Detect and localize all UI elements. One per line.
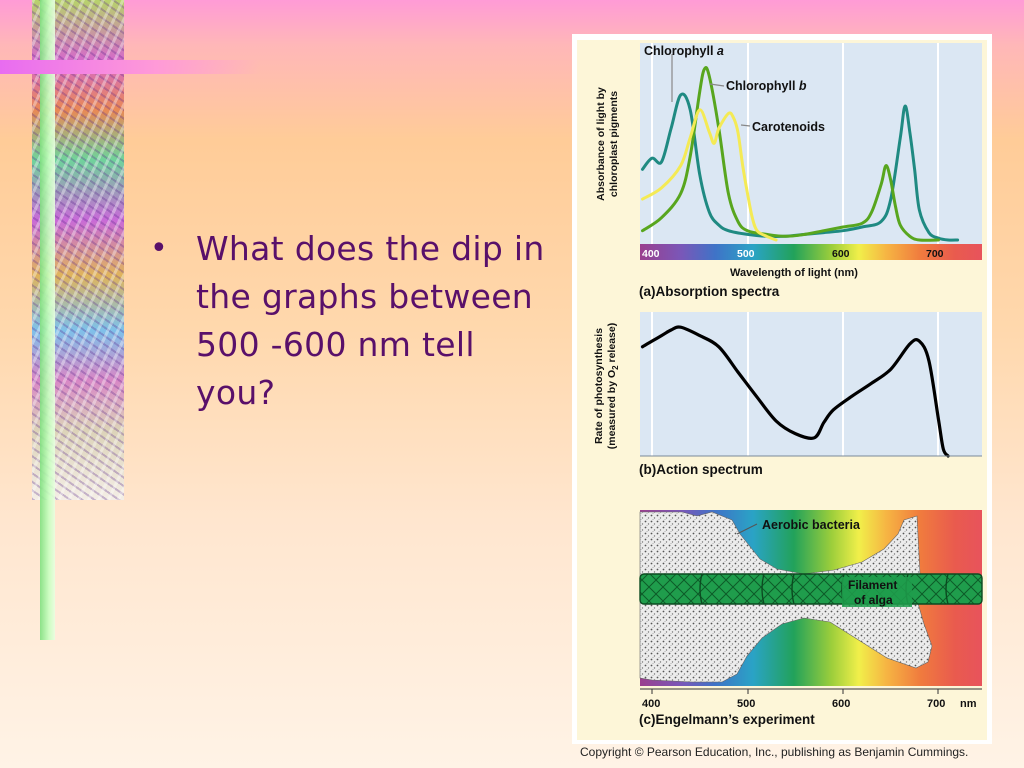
algal-filament	[639, 573, 983, 605]
chlorophyll-a-label: Chlorophyll a	[644, 44, 724, 58]
filament-label-1: Filament	[848, 578, 897, 592]
panel-c-axis-strip	[640, 686, 982, 694]
filament-label-2: of alga	[854, 593, 893, 607]
chlorophyll-b-leader-line	[709, 83, 725, 87]
bacteria-label: Aerobic bacteria	[762, 518, 861, 532]
panel-a-xlabel: Wavelength of light (nm)	[730, 267, 858, 279]
carotenoids-leader-line	[740, 124, 751, 127]
panel-b-plot-area	[640, 312, 982, 456]
bullet-question: What does the dip in the graphs between …	[196, 229, 545, 412]
copyright-notice: Copyright © Pearson Education, Inc., pub…	[580, 745, 969, 759]
panel-c-tick-400: 400	[642, 698, 660, 710]
panel-a-ylabel-1: Absorbance of light by	[595, 87, 607, 201]
figure-svg: Chlorophyll a Chlorophyll b Carotenoids …	[577, 40, 987, 740]
panel-a-ylabel-2: chloroplast pigments	[608, 91, 620, 197]
panel-c-caption: (c)Engelmann’s experiment	[639, 712, 815, 727]
panel-b-ylabel-2: (measured by O2 release)	[606, 323, 620, 449]
bacteria-cluster-upper	[639, 511, 921, 591]
panel-c-tick-600: 600	[832, 698, 850, 710]
panel-b-caption: (b)Action spectrum	[639, 462, 763, 477]
panel-a-caption: (a)Absorption spectra	[639, 284, 780, 299]
spectra-figure: Chlorophyll a Chlorophyll b Carotenoids …	[572, 34, 992, 744]
chlorophyll-b-label: Chlorophyll b	[726, 79, 807, 93]
carotenoids-curve	[641, 108, 778, 242]
panel-a-tick-400: 400	[642, 248, 660, 260]
bacteria-leader-line	[736, 523, 758, 535]
carotenoids-label: Carotenoids	[752, 120, 825, 134]
panel-a-tick-500: 500	[737, 248, 755, 260]
panel-a-plot-area	[640, 43, 982, 244]
panel-b-curves	[640, 325, 950, 458]
filament-label-backing	[842, 577, 912, 607]
bacteria-cluster-lower	[639, 599, 933, 683]
rate-of-photosynthesis-curve	[640, 325, 950, 458]
panel-b-gridlines	[651, 312, 939, 456]
bullet-dot: •	[150, 231, 168, 266]
panel-c-axis-ticks	[651, 689, 939, 694]
panel-b-ylabel-1: Rate of photosynthesis	[593, 328, 605, 444]
panel-a-tick-600: 600	[832, 248, 850, 260]
chlorophyll-b-curve	[641, 66, 940, 242]
panel-a-curves	[641, 66, 960, 242]
decorative-pink-bar	[0, 60, 260, 74]
panel-a-tick-700: 700	[926, 248, 944, 260]
panel-c-tick-700: 700	[927, 698, 945, 710]
decorative-green-bar	[40, 0, 55, 640]
panel-a-spectrum-bar	[640, 244, 982, 260]
panel-a-gridlines	[651, 43, 939, 244]
panel-c-tick-500: 500	[737, 698, 755, 710]
panel-c-unit: nm	[960, 698, 977, 710]
